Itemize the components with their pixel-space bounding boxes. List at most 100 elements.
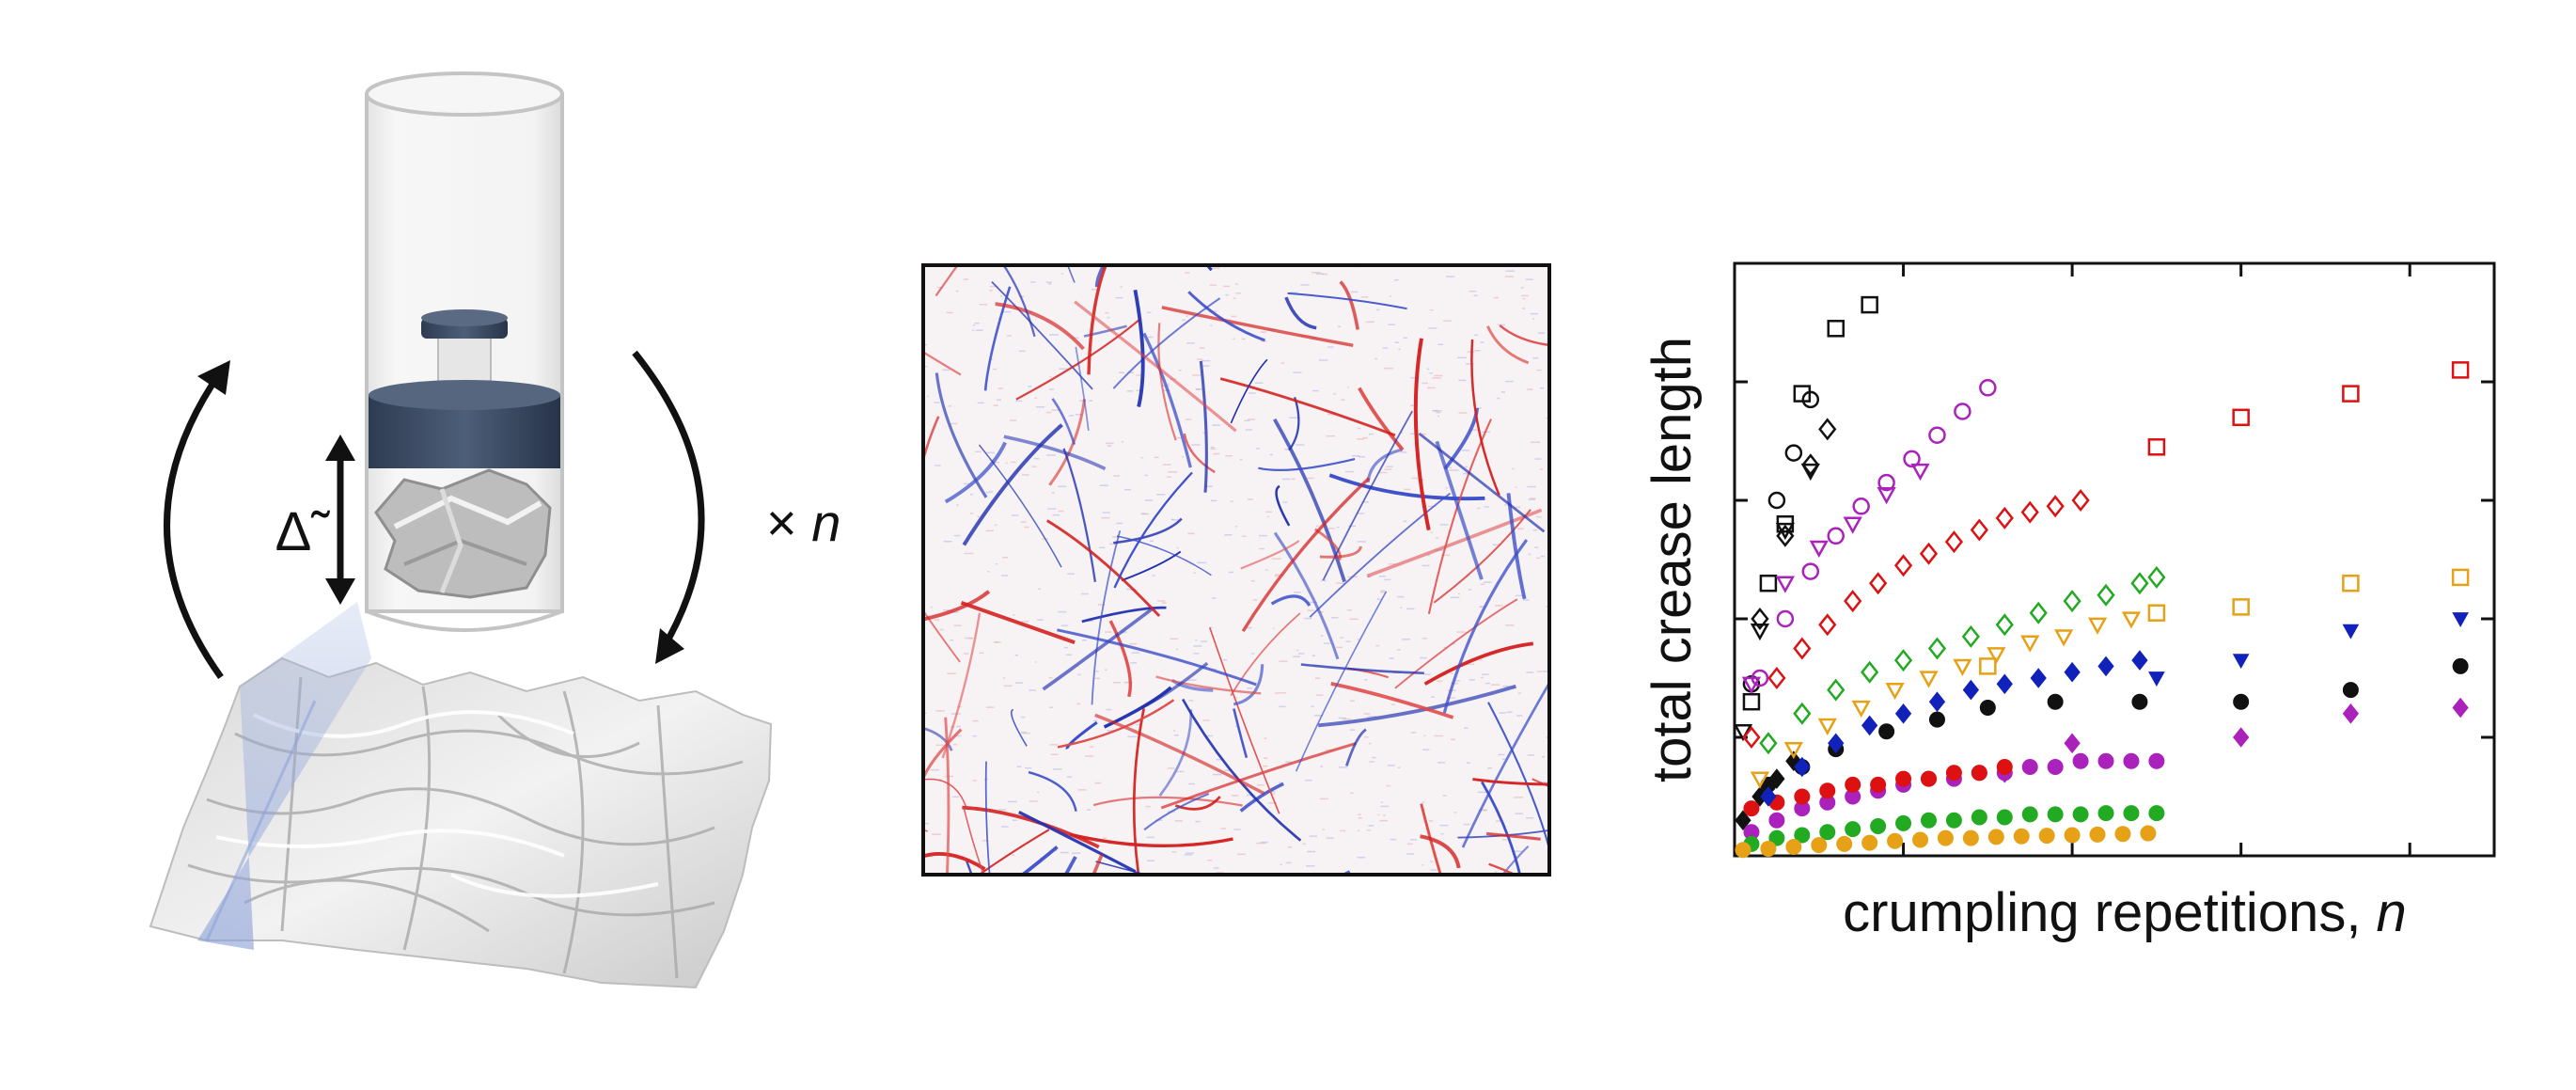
data-point [1801, 562, 1820, 580]
crease-texture [1380, 801, 1384, 803]
crease-texture [1031, 466, 1037, 467]
crease-texture [1540, 387, 1545, 389]
crease-line [1313, 528, 1342, 561]
crease-length-chart: crumpling repetitions, n total crease le… [1641, 261, 2496, 943]
crease-texture [1321, 579, 1327, 582]
crease-texture [1099, 546, 1106, 549]
crease-texture [1212, 424, 1220, 426]
crease-texture [994, 524, 997, 527]
data-point [1970, 518, 1988, 542]
crease-texture [1442, 795, 1447, 797]
crease-texture [1254, 382, 1264, 384]
crease-texture [1279, 705, 1286, 708]
data-point [2030, 668, 2047, 688]
crease-texture [1513, 506, 1521, 509]
crease-texture [1202, 719, 1210, 721]
data-point [1895, 814, 1912, 831]
crease-texture [1534, 546, 1539, 548]
crease-texture [1113, 475, 1120, 477]
crease-texture [1461, 450, 1470, 451]
data-point [2064, 661, 2081, 683]
crease-texture [934, 402, 940, 403]
crease-line [1113, 517, 1183, 545]
crease-texture [1336, 646, 1343, 648]
crease-texture [1149, 540, 1154, 542]
crease-texture [1263, 757, 1268, 759]
crease-texture [1422, 434, 1427, 435]
crease-line [1319, 545, 1362, 559]
crease-texture [1458, 592, 1460, 595]
crease-texture [1400, 607, 1403, 608]
crease-texture [1422, 749, 1430, 750]
crease-line [1116, 535, 1212, 577]
crease-texture [1120, 286, 1123, 288]
crease-texture [1075, 364, 1080, 367]
crease-line [1139, 661, 1209, 710]
data-point [1793, 637, 1812, 660]
crease-texture [1058, 510, 1064, 513]
crease-texture [1171, 851, 1177, 853]
crease-texture [1347, 387, 1350, 388]
crease-texture [977, 402, 984, 404]
data-point [1971, 765, 1987, 782]
crease-texture [1145, 805, 1151, 808]
data-point [2232, 408, 2250, 427]
crease-texture [1468, 589, 1472, 591]
crease-texture [1289, 417, 1299, 419]
crease-texture [1171, 519, 1180, 521]
crease-texture [1192, 374, 1202, 376]
crease-texture [1081, 640, 1087, 641]
crease-texture [1526, 817, 1534, 819]
data-point [1818, 418, 1837, 441]
crease-texture [1101, 516, 1110, 519]
crease-texture [1482, 809, 1487, 812]
crease-texture [1285, 861, 1292, 864]
crease-texture [1167, 383, 1170, 385]
crease-texture [1538, 782, 1547, 783]
crease-texture [1315, 525, 1320, 528]
crease-texture [1406, 853, 1414, 855]
crease-texture [1391, 703, 1395, 705]
data-point [1750, 623, 1770, 641]
crease-texture [1210, 324, 1213, 326]
crease-texture [1532, 318, 1535, 320]
crease-texture [1306, 865, 1315, 867]
data-point [1893, 554, 1913, 577]
crease-texture [1209, 626, 1213, 629]
crease-texture [1264, 737, 1267, 739]
crease-texture [1142, 513, 1150, 515]
crease-texture [1358, 814, 1361, 815]
crease-texture [1144, 499, 1154, 501]
crease-texture [1503, 504, 1508, 506]
crease-texture [1216, 758, 1224, 761]
crease-texture [950, 611, 959, 613]
crease-line [984, 761, 991, 877]
data-point [1852, 498, 1870, 515]
crease-line [1239, 782, 1284, 813]
crease-line [1300, 663, 1424, 674]
crease-line [1500, 845, 1530, 877]
crease-texture [1338, 717, 1347, 719]
crease-texture [1469, 679, 1475, 681]
crease-texture [1378, 471, 1388, 474]
crease-texture [1398, 348, 1401, 351]
crease-texture [1187, 532, 1195, 535]
crease-texture [1378, 576, 1386, 577]
crease-texture [1349, 618, 1359, 621]
crease-texture [1174, 820, 1183, 822]
crease-texture [969, 494, 973, 496]
piston [369, 309, 560, 468]
repeat-label: × n [766, 493, 840, 552]
data-point [1979, 379, 1997, 397]
crease-texture [1195, 388, 1201, 390]
data-point [1827, 527, 1845, 545]
crease-texture [1091, 289, 1100, 291]
crease-texture [1471, 429, 1479, 431]
crease-texture [939, 779, 942, 781]
crease-texture [1269, 453, 1273, 456]
crease-texture [1464, 466, 1469, 468]
data-point [1869, 572, 1888, 595]
data-point [1878, 723, 1895, 740]
data-point [1776, 524, 1795, 547]
data-point [2233, 727, 2250, 748]
